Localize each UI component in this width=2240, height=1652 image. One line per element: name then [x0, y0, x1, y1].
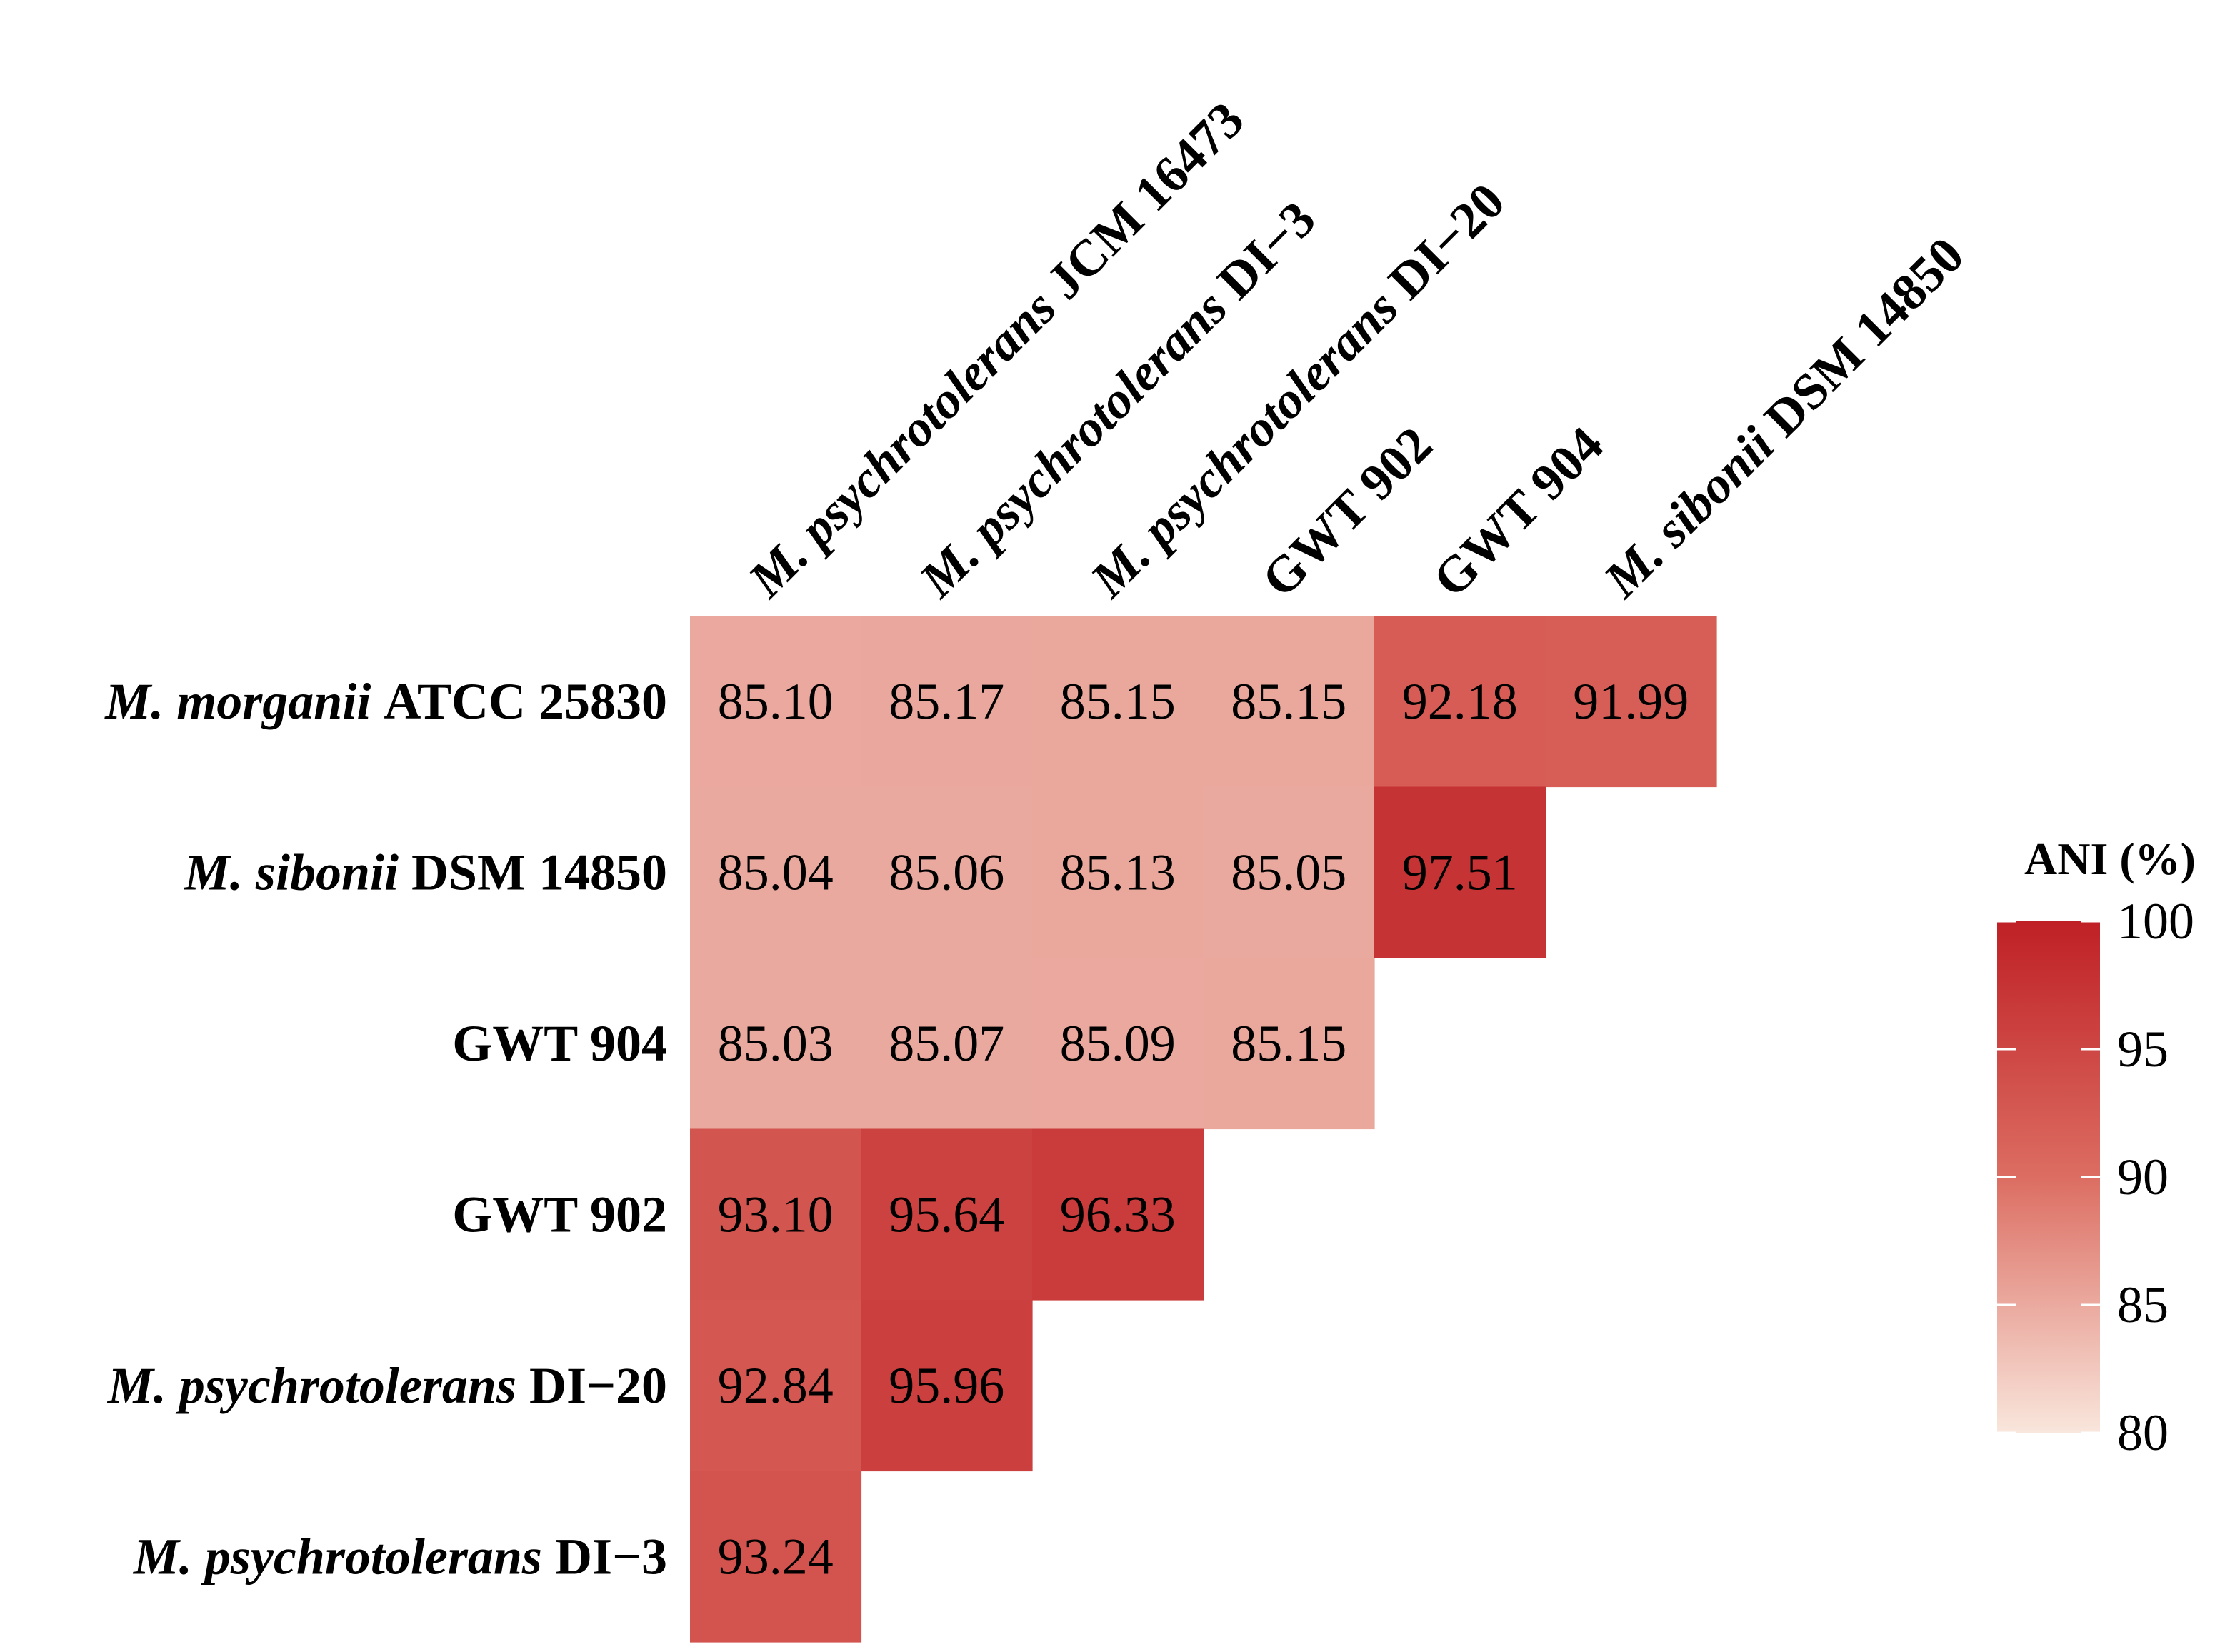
- colorbar-tick-label: 100: [2117, 893, 2194, 950]
- cell-value: 93.10: [718, 1186, 834, 1243]
- cell-value: 85.15: [1231, 1015, 1346, 1072]
- heatmap-cell: [1545, 616, 1717, 788]
- heatmap-cell: [1203, 786, 1375, 958]
- heatmap-cell: [1374, 616, 1546, 788]
- colorbar-title: ANI (%): [2024, 833, 2196, 884]
- heatmap-cell: [861, 786, 1033, 958]
- cell-value: 97.51: [1402, 843, 1518, 901]
- colorbar-tick-label: 95: [2117, 1021, 2169, 1078]
- column-label: GWT 904: [1421, 416, 1614, 608]
- heatmap-cell-labels: 85.10 85.17 85.15 85.15 92.18 91.99 85.04 85.06…: [718, 673, 1689, 1586]
- heatmap-cell: [1203, 616, 1375, 788]
- heatmap-cell: [690, 1300, 862, 1472]
- colorbar-tick-label: 90: [2117, 1148, 2169, 1206]
- row-label: GWT 904: [452, 1015, 667, 1072]
- cell-value: 92.84: [718, 1357, 834, 1414]
- row-label: M. psychrotolerans DI−3: [133, 1528, 667, 1585]
- row-label: M. morganii ATCC 25830: [104, 673, 667, 730]
- cell-value: 85.06: [889, 843, 1004, 901]
- cell-value: 92.18: [1402, 673, 1518, 730]
- heatmap-cell: [690, 616, 862, 788]
- heatmap-cell: [861, 958, 1033, 1130]
- row-label: GWT 902: [452, 1186, 667, 1243]
- colorbar-tick-label: 85: [2117, 1276, 2169, 1333]
- cell-value: 85.09: [1060, 1015, 1176, 1072]
- column-label: M. sibonii DSM 14850: [1592, 226, 1974, 609]
- cell-value: 85.13: [1060, 843, 1176, 901]
- cell-value: 95.96: [889, 1357, 1004, 1414]
- heatmap-cell: [861, 616, 1033, 788]
- heatmap-cell: [690, 958, 862, 1130]
- cell-value: 93.24: [718, 1528, 834, 1585]
- heatmap-cell: [690, 1471, 862, 1643]
- row-labels: M. morganii ATCC 25830 M. sibonii DSM 148…: [104, 673, 667, 1586]
- heatmap-cell: [690, 1128, 862, 1301]
- heatmap-cell: [1032, 786, 1204, 958]
- colorbar-legend: ANI (%) 80 85 90 95 100: [1997, 833, 2196, 1461]
- heatmap-cell: [1203, 958, 1375, 1130]
- cell-value: 91.99: [1573, 673, 1689, 730]
- heatmap-cell: [690, 786, 862, 958]
- heatmap-cell: [1032, 616, 1204, 788]
- heatmap-cell: [861, 1300, 1033, 1472]
- heatmap-cell: [861, 1128, 1033, 1301]
- cell-value: 85.04: [718, 843, 834, 901]
- row-label: M. psychrotolerans DI−20: [107, 1357, 667, 1414]
- heatmap-cells: [690, 616, 1717, 1643]
- colorbar-tick-label: 80: [2117, 1404, 2169, 1461]
- cell-value: 85.17: [889, 673, 1004, 730]
- heatmap-cell: [1032, 958, 1204, 1130]
- cell-value: 85.05: [1231, 843, 1346, 901]
- cell-value: 85.10: [718, 673, 834, 730]
- cell-value: 85.07: [889, 1015, 1004, 1072]
- cell-value: 85.03: [718, 1015, 834, 1072]
- colorbar-ticks: 80 85 90 95 100: [1997, 893, 2194, 1461]
- cell-value: 85.15: [1060, 673, 1176, 730]
- heatmap-cell: [1374, 786, 1546, 958]
- row-label: M. sibonii DSM 14850: [184, 843, 667, 901]
- heatmap-cell: [1032, 1128, 1204, 1301]
- cell-value: 85.15: [1231, 673, 1346, 730]
- cell-value: 96.33: [1060, 1186, 1176, 1243]
- cell-value: 95.64: [889, 1186, 1004, 1243]
